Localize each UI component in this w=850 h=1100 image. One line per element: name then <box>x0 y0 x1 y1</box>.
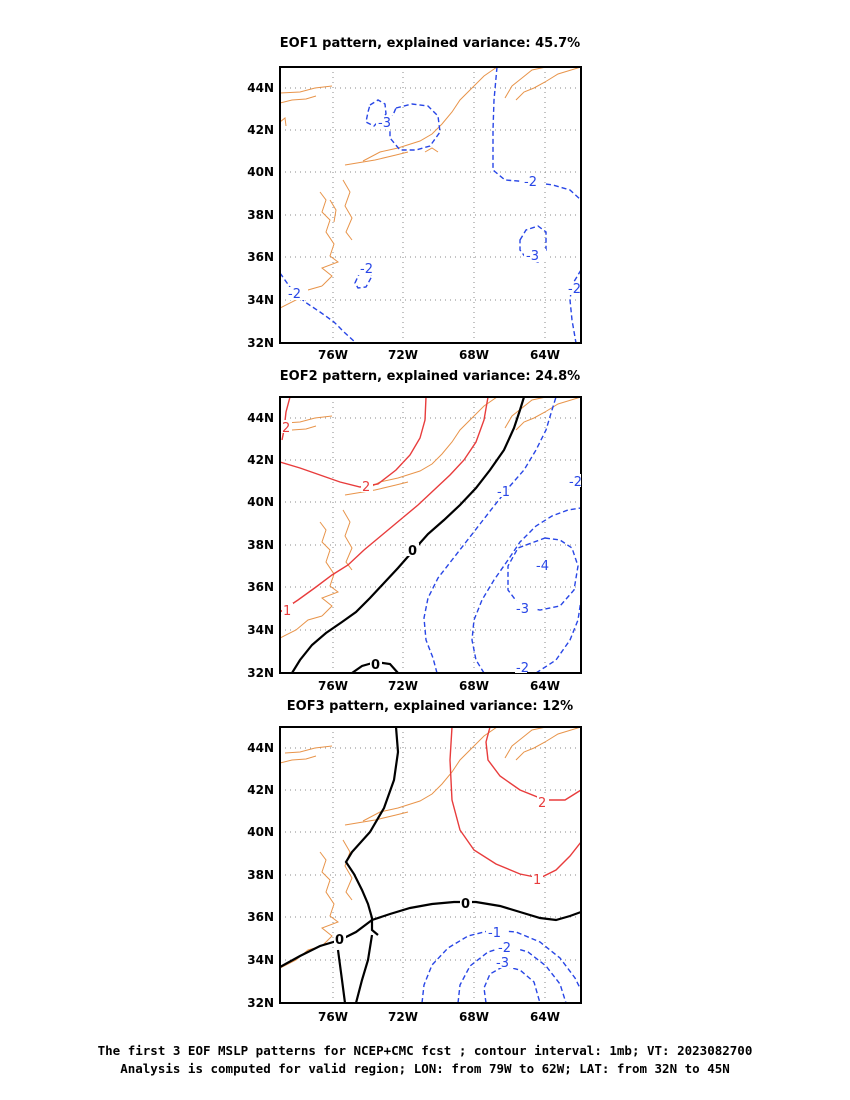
eof3-gridlines <box>280 727 581 1003</box>
eof2-label-6: -1 <box>497 485 510 500</box>
caption-line-2: Analysis is computed for valid region; L… <box>120 1061 730 1076</box>
eof1-lat-32: 32N <box>247 336 274 350</box>
svg-text:44N: 44N <box>247 411 274 425</box>
eof1-lon-64: 64W <box>530 348 560 362</box>
eof1-lon-76: 76W <box>318 348 348 362</box>
eof2-label-5: 0 <box>371 658 380 673</box>
eof3-title: EOF3 pattern, explained variance: 12% <box>286 699 574 714</box>
eof3-frame <box>279 726 582 1004</box>
eof2-label-2: 2 <box>362 480 370 495</box>
svg-text:64W: 64W <box>530 679 560 693</box>
eof1-map: -3 -2 -2 -2 -3 -2 44N 42N 40N 38N 36N 34… <box>247 66 582 362</box>
eof2-label-8: -4 <box>536 559 549 574</box>
eof2-positive-contours <box>280 397 489 613</box>
svg-text:68W: 68W <box>459 679 489 693</box>
svg-text:40N: 40N <box>247 825 274 839</box>
eof2-label-7: -2 <box>569 475 582 490</box>
eof1-lat-42: 42N <box>247 123 274 137</box>
svg-text:64W: 64W <box>530 1010 560 1024</box>
eof3-label-1: 2 <box>538 796 546 811</box>
eof3-label-3: 0 <box>335 933 344 948</box>
eof3-label-5: -1 <box>488 926 501 941</box>
eof2-label-1: 2 <box>282 421 290 436</box>
eof3-map: 2 1 0 0 -1 -2 -3 44N 42N 40N 38N 36N 34N… <box>247 726 582 1024</box>
eof1-lon-72: 72W <box>388 348 418 362</box>
caption-line-1: The first 3 EOF MSLP patterns for NCEP+C… <box>97 1043 753 1058</box>
eof1-label-4: -2 <box>288 287 301 302</box>
eof2-gridlines <box>280 397 581 673</box>
eof1-lat-40: 40N <box>247 165 274 179</box>
eof1-frame <box>279 66 582 344</box>
svg-text:34N: 34N <box>247 623 274 637</box>
svg-text:76W: 76W <box>318 679 348 693</box>
eof3-coastline <box>280 727 581 969</box>
eof2-label-10: -2 <box>516 661 529 676</box>
svg-text:76W: 76W <box>318 1010 348 1024</box>
eof1-label-3: -2 <box>360 262 373 277</box>
svg-text:40N: 40N <box>247 495 274 509</box>
svg-text:38N: 38N <box>247 868 274 882</box>
svg-text:44N: 44N <box>247 741 274 755</box>
eof3-zero-contours <box>280 727 581 1003</box>
svg-text:42N: 42N <box>247 783 274 797</box>
eof1-label-6: -2 <box>568 282 581 297</box>
eof2-map: 2 2 1 0 0 -1 -2 -4 -3 -2 44N 42N 40N 38N… <box>247 396 582 693</box>
svg-text:68W: 68W <box>459 1010 489 1024</box>
eof2-label-9: -3 <box>516 602 529 617</box>
eof2-label-4: 0 <box>408 544 417 559</box>
eof2-label-3: 1 <box>283 604 291 619</box>
eof1-lon-68: 68W <box>459 348 489 362</box>
eof1-lat-36: 36N <box>247 250 274 264</box>
svg-text:34N: 34N <box>247 953 274 967</box>
eof3-label-2: 1 <box>533 873 541 888</box>
svg-text:36N: 36N <box>247 580 274 594</box>
eof1-label-5: -3 <box>526 249 539 264</box>
eof2-title: EOF2 pattern, explained variance: 24.8% <box>279 369 581 384</box>
eof1-lat-38: 38N <box>247 208 274 222</box>
eof1-label-1: -3 <box>378 116 391 131</box>
svg-text:42N: 42N <box>247 453 274 467</box>
eof2-zero-contours <box>291 397 526 673</box>
eof3-axes: 44N 42N 40N 38N 36N 34N 32N 76W 72W 68W … <box>247 741 560 1024</box>
eof3-positive-contours <box>449 727 581 879</box>
eof2-axes: 44N 42N 40N 38N 36N 34N 32N 76W 72W 68W … <box>247 411 560 693</box>
eof1-coastline <box>280 67 581 309</box>
eof1-lat-44: 44N <box>247 81 274 95</box>
eof1-title: EOF1 pattern, explained variance: 45.7% <box>279 36 581 51</box>
svg-text:36N: 36N <box>247 910 274 924</box>
eof2-frame <box>279 396 582 674</box>
svg-text:32N: 32N <box>247 996 274 1010</box>
svg-text:72W: 72W <box>388 679 418 693</box>
eof-maps: -3 -2 -2 -2 -3 -2 44N 42N 40N 38N 36N 34… <box>247 66 582 1024</box>
eof1-contours <box>280 67 581 343</box>
svg-text:72W: 72W <box>388 1010 418 1024</box>
eof1-lat-34: 34N <box>247 293 274 307</box>
eof1-label-2: -2 <box>524 175 537 190</box>
eof3-label-7: -3 <box>496 956 509 971</box>
eof1-axes: 44N 42N 40N 38N 36N 34N 32N 76W 72W 68W … <box>247 81 560 362</box>
svg-text:38N: 38N <box>247 538 274 552</box>
eof3-label-6: -2 <box>498 941 511 956</box>
eof2-negative-contours <box>423 397 581 673</box>
eof3-label-4: 0 <box>461 897 470 912</box>
svg-text:32N: 32N <box>247 666 274 680</box>
